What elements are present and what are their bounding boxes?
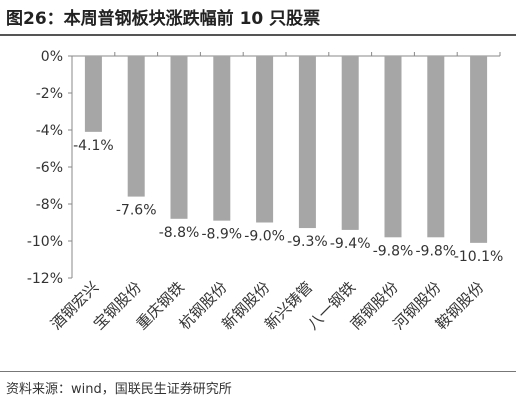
y-tick-label: -4%	[36, 123, 63, 139]
bar	[170, 56, 188, 219]
bar	[256, 56, 274, 223]
data-label: -4.1%	[73, 138, 114, 154]
data-label: -9.3%	[287, 234, 328, 250]
bar	[213, 56, 231, 221]
bar	[341, 56, 359, 230]
data-label: -9.4%	[330, 236, 371, 252]
bar-chart: 0%-2%-4%-6%-8%-10%-12%-4.1%酒钢宏兴-7.6%宝钢股份…	[27, 49, 504, 333]
data-label: -9.8%	[373, 243, 414, 259]
source-note: 资料来源：wind，国联民生证券研究所	[6, 382, 232, 397]
data-label: -8.8%	[159, 225, 200, 241]
bar	[298, 56, 316, 229]
data-label: -10.1%	[454, 249, 504, 265]
data-label: -7.6%	[116, 203, 157, 219]
bar	[384, 56, 402, 238]
bar	[470, 56, 488, 243]
y-tick-label: 0%	[41, 49, 63, 65]
y-tick-label: -8%	[36, 197, 63, 213]
footer-divider	[0, 371, 516, 372]
chart-title: 图26：本周普钢板块涨跌幅前 10 只股票	[6, 9, 321, 29]
bar	[427, 56, 445, 238]
y-tick-label: -10%	[27, 234, 63, 250]
x-tick-label: 鞍钢股份	[432, 278, 487, 333]
bar	[84, 56, 102, 132]
data-label: -8.9%	[201, 227, 242, 243]
bar	[127, 56, 145, 197]
y-tick-label: -6%	[36, 160, 63, 176]
data-label: -9.0%	[244, 229, 285, 245]
title-divider	[0, 34, 516, 36]
y-tick-label: -12%	[27, 271, 63, 287]
data-label: -9.8%	[415, 243, 456, 259]
y-tick-label: -2%	[36, 86, 63, 102]
